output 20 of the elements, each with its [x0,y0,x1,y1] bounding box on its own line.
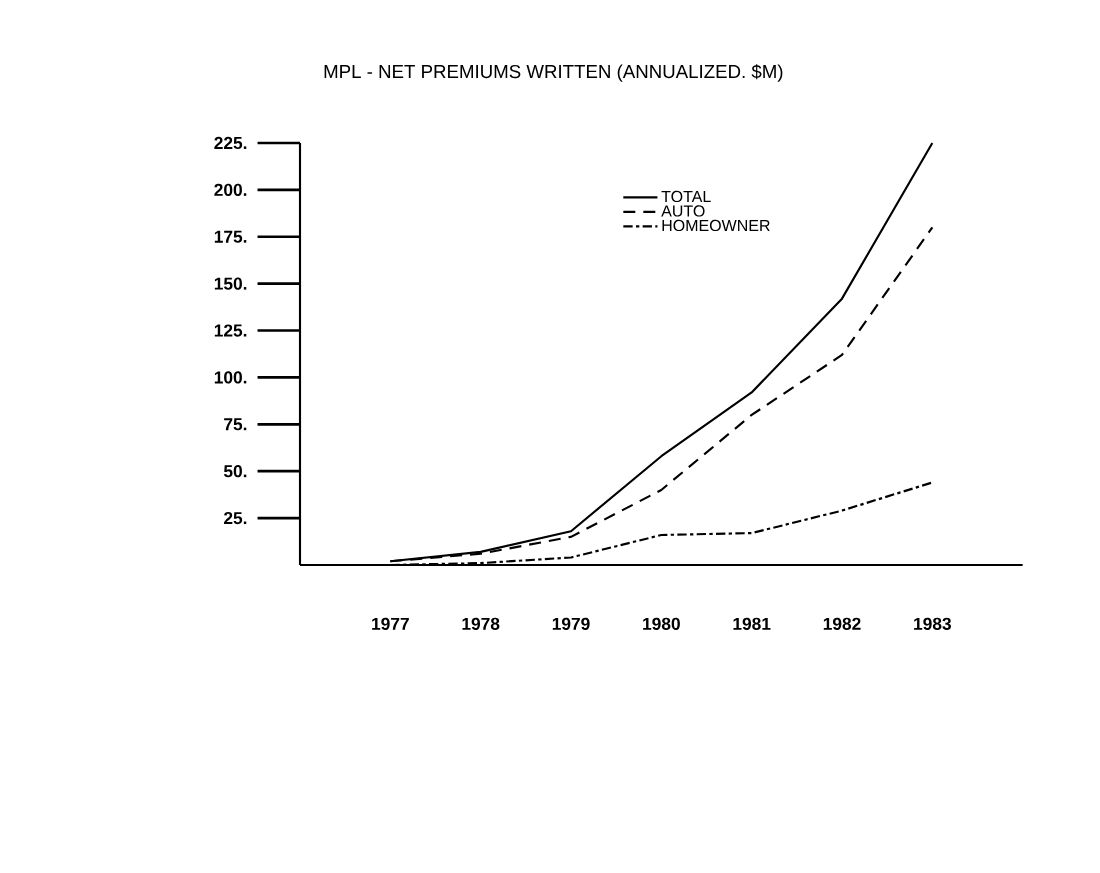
x-tick-label: 1978 [462,617,500,630]
y-tick-label: 25. [224,511,247,525]
x-tick-label: 1979 [552,617,590,630]
legend-label: TOTAL [661,190,711,203]
y-tick-label: 75. [224,418,247,431]
x-tick-label: 1980 [643,617,680,630]
legend-label: AUTO [661,205,705,217]
x-tick-label: 1982 [823,617,861,630]
y-tick-label: 100. [214,371,247,384]
x-tick-label: 1983 [914,617,951,630]
chart-title: MPL - NET PREMIUMS WRITTEN (ANNUALIZED. $M) [324,64,783,82]
x-tick-label: 1981 [733,617,771,630]
legend-label: HOMEOWNER [662,219,770,232]
y-tick-label: 150. [214,277,247,290]
y-tick-label: 50. [223,465,247,478]
y-tick-label: 200. [214,183,247,197]
y-tick-label: 125. [214,324,247,337]
y-tick-label: 225. [214,136,247,150]
x-tick-label: 1977 [372,617,409,630]
y-tick-label: 175. [214,230,247,243]
